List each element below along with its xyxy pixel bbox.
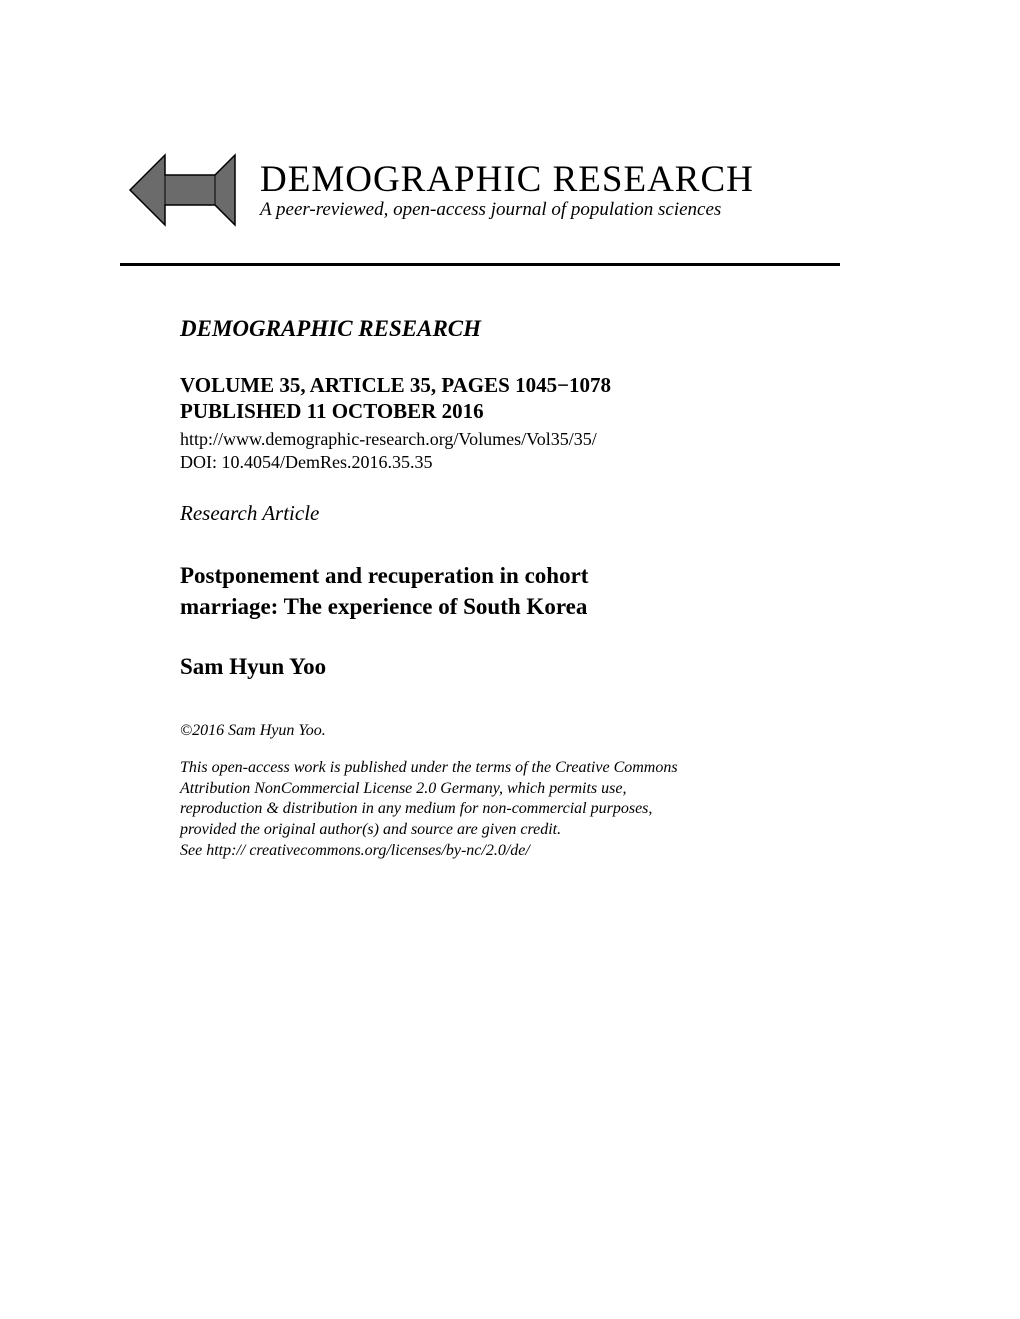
page-container: DEMOGRAPHIC RESEARCH A peer-reviewed, op… (0, 0, 1020, 862)
license-line3: reproduction & distribution in any mediu… (180, 800, 652, 817)
license-line4: provided the original author(s) and sour… (180, 821, 561, 838)
article-url: http://www.demographic-research.org/Volu… (180, 428, 840, 451)
article-doi: DOI: 10.4054/DemRes.2016.35.35 (180, 452, 840, 473)
article-title: Postponement and recuperation in cohort … (180, 560, 840, 622)
logo-title: DEMOGRAPHIC RESEARCH (260, 158, 754, 201)
logo-subtitle: A peer-reviewed, open-access journal of … (260, 199, 754, 221)
license-line5: See http:// creativecommons.org/licenses… (180, 842, 530, 859)
license-line1: This open-access work is published under… (180, 759, 678, 776)
journal-name-heading: DEMOGRAPHIC RESEARCH (180, 316, 840, 342)
logo-section: DEMOGRAPHIC RESEARCH A peer-reviewed, op… (120, 140, 840, 245)
license-line2: Attribution NonCommercial License 2.0 Ge… (180, 780, 626, 797)
article-title-line2: marriage: The experience of South Korea (180, 594, 587, 619)
author-name: Sam Hyun Yoo (180, 654, 840, 680)
divider-rule (120, 263, 840, 266)
license-text: This open-access work is published under… (180, 758, 840, 862)
volume-info: VOLUME 35, ARTICLE 35, PAGES 1045−1078 (180, 372, 840, 399)
article-title-line1: Postponement and recuperation in cohort (180, 563, 588, 588)
article-type: Research Article (180, 501, 840, 526)
logo-text-block: DEMOGRAPHIC RESEARCH A peer-reviewed, op… (260, 140, 754, 221)
content-section: DEMOGRAPHIC RESEARCH VOLUME 35, ARTICLE … (180, 316, 840, 862)
publish-date: PUBLISHED 11 OCTOBER 2016 (180, 399, 840, 424)
copyright-notice: ©2016 Sam Hyun Yoo. (180, 722, 840, 740)
logo-arrow-icon (120, 140, 250, 245)
